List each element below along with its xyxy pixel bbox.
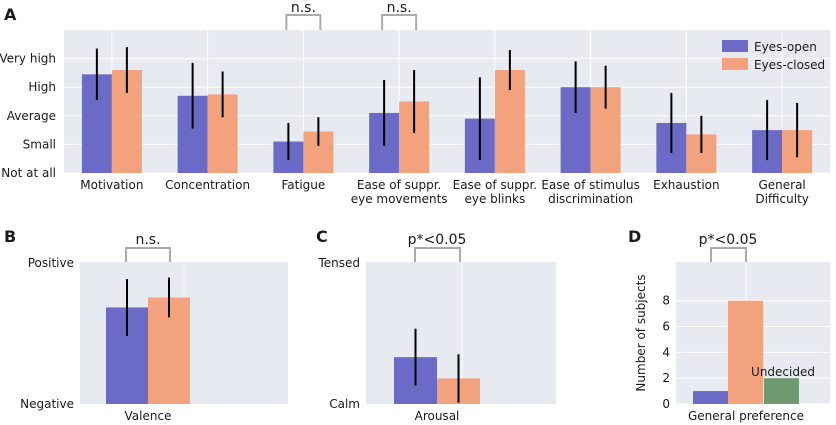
xtick-line: General [758,178,805,192]
panel-a-significance: n.s. n.s. [285,0,418,30]
panel-c-significance-label: p*<0.05 [408,232,467,248]
xtick-line: Exhaustion [653,178,720,192]
panel-a-xtick-concentration: Concentration [165,178,250,192]
panel-d-undecided-label: Undecided [751,365,815,379]
panel-b-xtick: Valence [125,409,172,423]
panel-a-y-ticks: Not at all Small Average High Very high [0,52,56,180]
panel-a-ytick-label: Very high [0,52,56,66]
panel-d-bars [693,300,799,404]
panel-b-bracket [125,247,171,262]
panel-b: B Positive Negative Valence n.s. [4,227,288,423]
panel-b-ytick-top: Positive [28,256,74,270]
panel-d-xtick: General preference [688,409,804,423]
xtick-line: Ease of suppr. [453,178,538,192]
panel-b-significance-label: n.s. [135,232,160,248]
panel-c-ytick-top: Tensed [317,256,360,270]
xtick-line: eye movements [351,192,448,206]
panel-c-error-bars [414,328,460,403]
xtick-line: Motivation [80,178,143,192]
panel-a-error-bars [95,47,799,161]
bar-eyes-closed-general-preference [728,300,763,404]
panel-a-ytick-label: Small [23,137,56,151]
panel-d-ytick-label: 2 [662,371,670,385]
panel-d-ylabel: Number of subjects [634,274,648,391]
legend-label-eyes-open: Eyes-open [754,40,817,54]
xtick-line: Concentration [165,178,250,192]
panel-a-xtick-ease-of-stimulus-discrimination: Ease of stimulus discrimination [541,178,640,206]
xtick-line: Difficulty [755,192,809,206]
panel-b-ytick-bottom: Negative [20,397,74,411]
panel-a-xtick-exhaustion: Exhaustion [653,178,720,192]
panel-a-xtick-general-difficulty: General Difficulty [755,178,809,206]
legend-swatch-eyes-open [722,40,748,52]
panel-a-bracket [381,14,418,30]
panel-a-significance-label: n.s. [291,0,316,16]
panel-d-significance-label: p*<0.05 [699,232,758,248]
panel-letter-d: D [628,227,641,246]
panel-d-ytick-label: 8 [662,294,670,308]
panel-a-x-ticks: Motivation Concentration Fatigue Ease of su… [80,178,809,206]
xtick-line: Ease of suppr. [357,178,442,192]
panel-d-ytick-label: 0 [662,397,670,411]
legend: Eyes-open Eyes-closed [722,40,825,72]
panel-d-bracket [710,247,747,262]
panel-a-bracket [285,14,322,30]
panel-a-ytick-label: Average [7,109,56,123]
xtick-line: Fatigue [281,178,325,192]
panel-a-bars [81,70,813,173]
panel-d-ytick-label: 4 [662,345,670,359]
bar-undecided-general-preference [764,378,799,404]
legend-label-eyes-closed: Eyes-closed [754,58,825,72]
panel-c-ytick-bottom: Calm [329,397,360,411]
xtick-line: eye blinks [464,192,525,206]
panel-a-xtick-ease-of-suppr-eye-blinks: Ease of suppr. eye blinks [453,178,538,206]
panel-a-xtick-fatigue: Fatigue [281,178,325,192]
legend-swatch-eyes-closed [722,58,748,70]
panel-c-xtick: Arousal [415,409,460,423]
panel-d-y-ticks: 0 2 4 6 8 [662,294,670,411]
panel-b-error-bars [126,277,170,336]
xtick-line: discrimination [548,192,633,206]
panel-c-bracket [414,247,461,262]
panel-d-ytick-label: 6 [662,320,670,334]
panel-c: C Tensed Calm Arousal p*<0.05 [316,227,556,423]
panel-a-ytick-label: Not at all [1,166,56,180]
panel-d: D 0 2 4 6 8 General preference Number of sub… [628,227,830,423]
panel-a-xtick-motivation: Motivation [80,178,143,192]
panel-letter-c: C [316,227,328,246]
panel-letter-b: B [4,227,16,246]
panel-a-significance-label: n.s. [387,0,412,16]
panel-a-xtick-ease-of-suppr-eye-movements: Ease of suppr. eye movements [351,178,448,206]
panel-b-bars [106,297,190,404]
panel-letter-a: A [4,5,17,24]
panel-a-ytick-label: High [28,80,56,94]
bar-eyes-open-general-preference [693,391,728,404]
xtick-line: Ease of stimulus [541,178,640,192]
panel-a: A Not at all Small Average High Very high Mo… [0,0,830,206]
